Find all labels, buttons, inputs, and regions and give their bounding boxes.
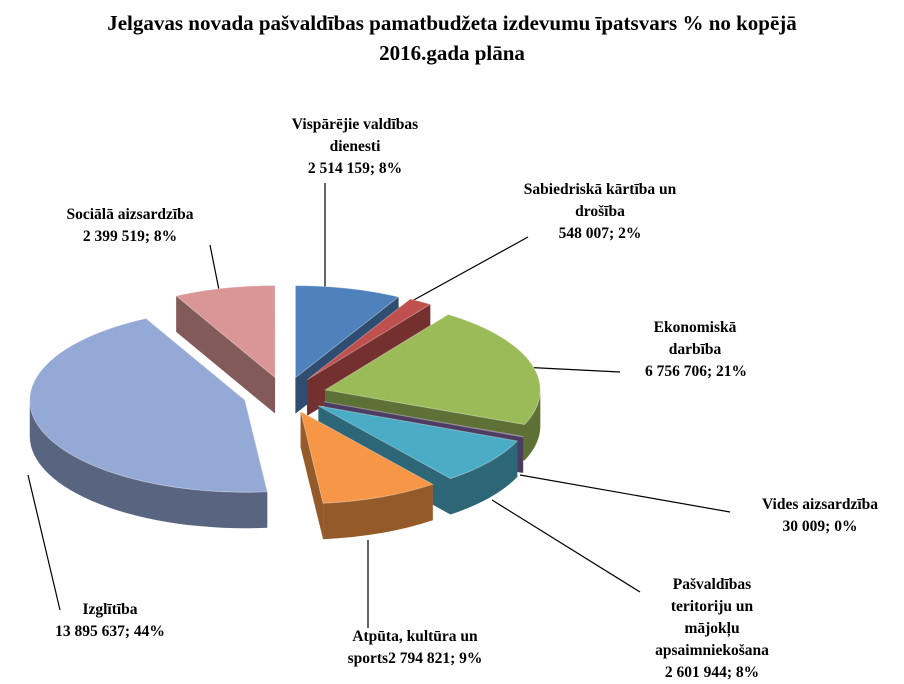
value-label: 2 794 821; 9%	[388, 650, 482, 667]
category-label: Pašvaldības teritoriju un mājokļu apsaim…	[655, 576, 769, 659]
data-label: Vispārējie valdības dienesti 2 514 159; 8…	[275, 114, 435, 180]
value-label: 13 895 637; 44%	[55, 621, 165, 643]
category-label: Vides aizsardzība	[762, 496, 878, 513]
value-label: 2 399 519; 8%	[30, 226, 230, 248]
leader-line	[520, 475, 730, 512]
category-label: Sociālā aizsardzība	[66, 206, 193, 223]
data-label: Izglītība 13 895 637; 44%	[55, 599, 165, 643]
value-label: 30 009; 0%	[720, 516, 904, 538]
slice-side-shade	[523, 436, 524, 473]
data-label: Vides aizsardzība 30 009; 0%	[720, 494, 904, 538]
category-label: Vispārējie valdības dienesti	[292, 116, 418, 155]
pie-slices	[30, 286, 541, 540]
value-label: 548 007; 2%	[520, 223, 680, 245]
category-label: Ekonomiskā darbība	[654, 319, 737, 358]
leader-line	[28, 475, 60, 610]
data-label: Sociālā aizsardzība 2 399 519; 8%	[30, 204, 230, 248]
category-label: Izglītība	[82, 601, 137, 618]
value-label: 6 756 706; 21%	[645, 361, 745, 383]
data-label: Ekonomiskā darbība 6 756 706; 21%	[645, 317, 745, 383]
data-label: Atpūta, kultūra un sports2 794 821; 9%	[335, 626, 495, 670]
data-label: Pašvaldības teritoriju un mājokļu apsaim…	[650, 574, 775, 684]
data-label: Sabiedriskā kārtība un drošība 548 007; 2…	[520, 179, 680, 245]
chart-title: Jelgavas novada pašvaldības pamatbudžeta…	[62, 8, 842, 68]
leader-line	[492, 500, 640, 592]
category-label: Sabiedriskā kārtība un drošība	[524, 181, 676, 220]
value-label: 2 601 944; 8%	[650, 662, 775, 684]
value-label: 2 514 159; 8%	[275, 158, 435, 180]
